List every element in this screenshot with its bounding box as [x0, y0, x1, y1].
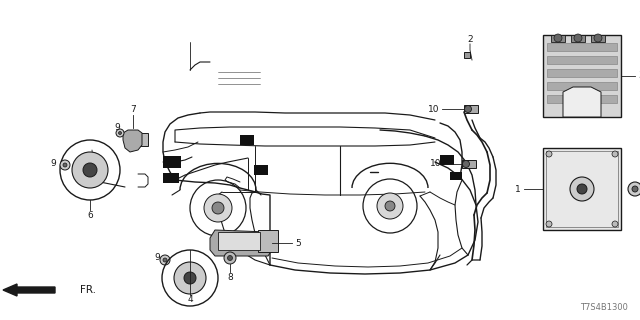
Circle shape [174, 262, 206, 294]
Bar [440, 155, 454, 165]
Circle shape [546, 221, 552, 227]
Polygon shape [210, 230, 272, 256]
Circle shape [594, 34, 602, 42]
Text: 4: 4 [187, 295, 193, 305]
Text: 3: 3 [638, 71, 640, 81]
Text: 9: 9 [154, 253, 160, 262]
Bar [462, 160, 476, 168]
Bar [551, 35, 565, 42]
Bar [138, 133, 148, 146]
Text: 6: 6 [87, 211, 93, 220]
Bar [571, 35, 585, 42]
Bar [218, 232, 260, 250]
Bar [547, 95, 617, 103]
Text: 10: 10 [429, 159, 441, 169]
Circle shape [212, 202, 224, 214]
Circle shape [377, 193, 403, 219]
Circle shape [116, 129, 124, 137]
Circle shape [628, 182, 640, 196]
Bar [543, 35, 621, 117]
Text: T7S4B1300: T7S4B1300 [580, 303, 628, 313]
Polygon shape [563, 87, 601, 117]
Text: 7: 7 [130, 106, 136, 115]
Text: FR.: FR. [80, 285, 96, 295]
Circle shape [163, 258, 167, 262]
Circle shape [385, 201, 395, 211]
Circle shape [63, 163, 67, 167]
Circle shape [160, 255, 170, 265]
Circle shape [546, 151, 552, 157]
Bar [543, 148, 621, 230]
Text: 8: 8 [227, 273, 233, 282]
Circle shape [227, 255, 232, 260]
Circle shape [612, 221, 618, 227]
Bar [163, 173, 179, 183]
Text: 5: 5 [295, 238, 301, 247]
Circle shape [570, 177, 594, 201]
Circle shape [60, 160, 70, 170]
Bar [450, 172, 462, 180]
Circle shape [574, 34, 582, 42]
Bar [163, 156, 181, 168]
Polygon shape [464, 52, 470, 58]
Bar [258, 230, 278, 252]
Bar [464, 105, 478, 113]
Bar [547, 56, 617, 64]
Bar [547, 82, 617, 90]
Bar [547, 43, 617, 51]
Text: 9: 9 [114, 124, 120, 132]
Polygon shape [123, 130, 142, 152]
Circle shape [577, 184, 587, 194]
Bar [240, 135, 254, 145]
Circle shape [612, 151, 618, 157]
Text: 10: 10 [428, 105, 439, 114]
Bar [547, 69, 617, 77]
Circle shape [118, 132, 122, 134]
Text: 2: 2 [467, 36, 473, 44]
Bar [546, 151, 618, 227]
Circle shape [72, 152, 108, 188]
Circle shape [554, 34, 562, 42]
FancyArrow shape [3, 284, 55, 296]
Circle shape [463, 161, 470, 167]
Bar [591, 35, 605, 42]
Circle shape [204, 194, 232, 222]
Bar [254, 165, 268, 175]
Circle shape [632, 186, 638, 192]
Circle shape [224, 252, 236, 264]
Text: 1: 1 [515, 185, 521, 194]
Text: 9: 9 [50, 158, 56, 167]
Circle shape [184, 272, 196, 284]
Circle shape [83, 163, 97, 177]
Circle shape [465, 106, 472, 113]
